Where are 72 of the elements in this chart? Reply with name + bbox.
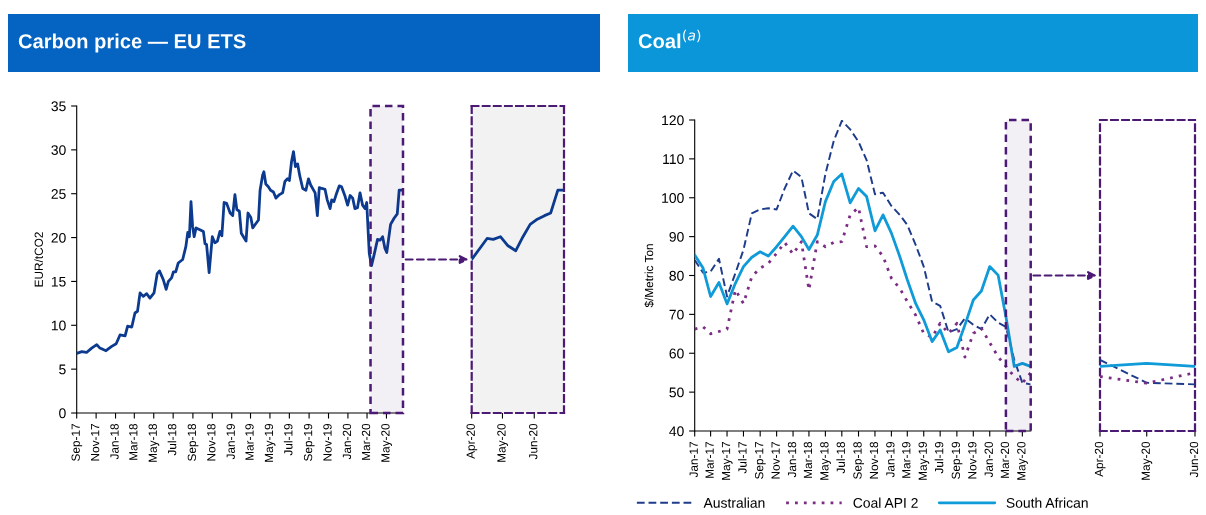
x-tick-label: Jan-19: [886, 441, 895, 478]
line-series: [76, 150, 403, 355]
x-tick-label: Nov-19: [968, 441, 977, 479]
x-tick-label: Nov-18: [869, 441, 879, 479]
x-tick-label: May-20: [1141, 441, 1153, 480]
x-tick-label: Jan-20: [984, 441, 993, 478]
chart-title: Coal$^{(a)}$: [638, 29, 701, 49]
x-tick-label: Jul-17: [737, 442, 747, 474]
y-tick-label: 60: [669, 348, 684, 359]
y-axis-title: $/Metric Ton: [644, 244, 654, 308]
x-tick-label: Mar-18: [803, 441, 813, 478]
y-tick-label: 10: [51, 320, 66, 331]
x-tick-label: Nov-17: [771, 442, 780, 479]
x-tick-label: Jun-20: [1189, 441, 1199, 478]
x-tick-label: Apr-20: [1094, 441, 1106, 477]
y-tick-label: 90: [669, 231, 684, 242]
x-tick-label: Sep-19: [951, 441, 963, 479]
y-tick-label: 20: [51, 232, 66, 243]
x-tick-label: Apr-20: [466, 423, 478, 459]
x-tick-label: Sep-17: [754, 442, 766, 479]
x-tick-label: Sep-19: [303, 423, 315, 461]
x-tick-label: Jan-17: [689, 442, 698, 478]
y-tick-label: 30: [51, 145, 66, 156]
x-tick-label: Jan-19: [226, 423, 235, 460]
x-tick-label: May-20: [497, 423, 508, 462]
y-tick-label: 15: [51, 276, 66, 287]
y-tick-label: 50: [669, 387, 684, 398]
x-tick-label: Sep-18: [187, 423, 199, 461]
x-tick-label: Mar-20: [1000, 441, 1010, 478]
y-tick-label: 25: [51, 189, 66, 199]
x-tick-label: Nov-18: [207, 423, 216, 461]
x-tick-label: May-19: [918, 441, 930, 480]
line-series: [694, 172, 1031, 368]
x-tick-label: May-18: [148, 423, 160, 462]
x-tick-label: May-19: [264, 423, 276, 462]
x-tick-label: Mar-20: [361, 423, 371, 460]
x-tick-label: May-17: [721, 442, 733, 480]
x-tick-label: Sep-18: [853, 441, 865, 479]
x-tick-label: Jun-20: [529, 423, 538, 460]
y-tick-label: 100: [662, 193, 684, 203]
x-tick-label: Mar-17: [705, 442, 714, 478]
x-tick-label: Sep-17: [71, 424, 83, 461]
x-tick-label: Jul-18: [167, 423, 177, 456]
y-tick-label: 40: [669, 426, 684, 437]
y-tick-label: 0: [59, 408, 66, 419]
x-tick-label: Jul-18: [836, 441, 845, 474]
x-tick-label: Jul-19: [934, 441, 944, 474]
y-axis-title: EUR/tCO2: [34, 232, 43, 287]
x-tick-label: May-20: [1017, 441, 1028, 480]
line-series: [694, 120, 1031, 386]
y-tick-label: 80: [669, 270, 684, 281]
y-tick-label: 120: [662, 115, 684, 126]
y-tick-label: 70: [669, 309, 684, 320]
y-tick-label: 110: [663, 154, 684, 165]
x-tick-label: Nov-17: [91, 424, 100, 461]
x-tick-label: Jan-18: [787, 441, 797, 478]
legend-label: South African: [1006, 497, 1088, 508]
legend-label: Coal API 2: [853, 497, 918, 508]
x-tick-label: Mar-18: [129, 423, 138, 460]
x-tick-label: Jan-18: [110, 423, 119, 460]
x-tick-label: May-18: [820, 441, 831, 480]
chart-title: Carbon price — EU ETS: [18, 33, 246, 53]
x-tick-label: Mar-19: [902, 441, 911, 478]
x-tick-label: Nov-19: [323, 423, 332, 461]
x-tick-label: Jul-19: [283, 423, 293, 456]
y-tick-label: 35: [51, 101, 66, 112]
y-tick-label: 5: [59, 364, 66, 375]
x-tick-label: Mar-19: [245, 423, 254, 460]
legend-label: Australian: [703, 497, 765, 508]
x-tick-label: May-20: [381, 423, 392, 462]
line-series: [694, 206, 1031, 385]
x-tick-label: Jan-20: [342, 423, 352, 460]
